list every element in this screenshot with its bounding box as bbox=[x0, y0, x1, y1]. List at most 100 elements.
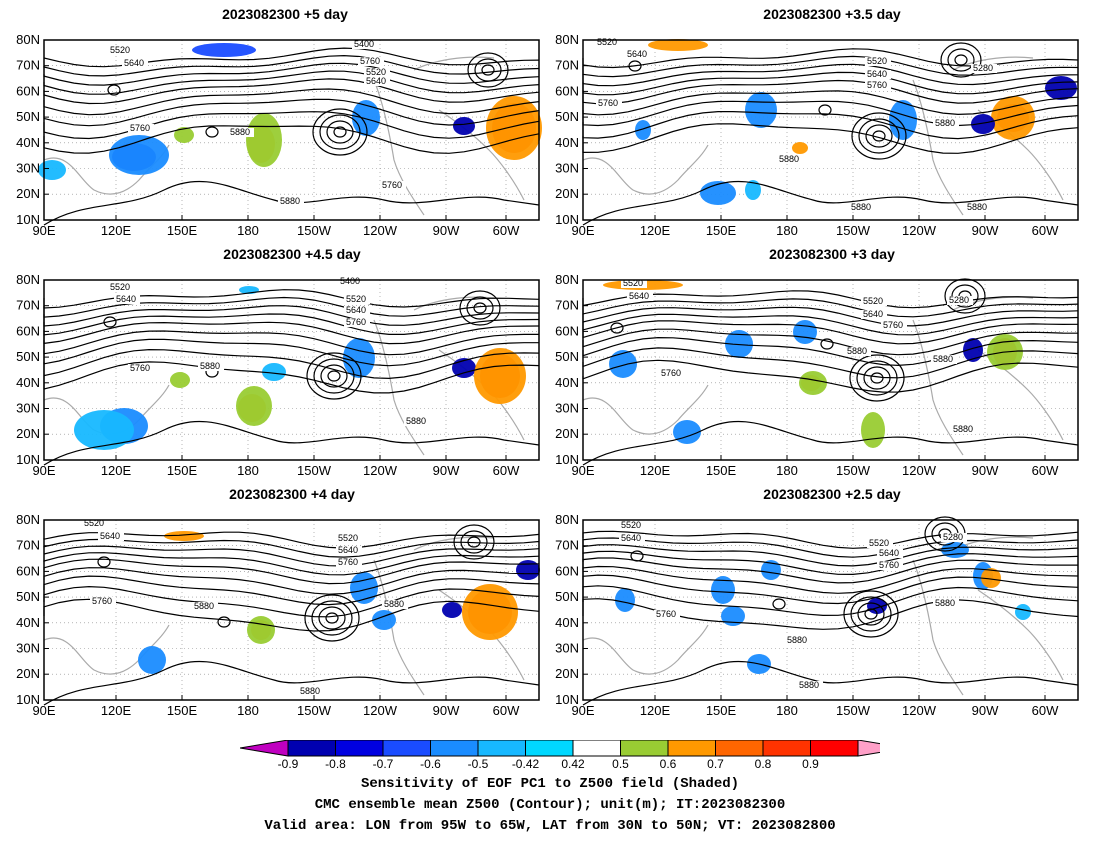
panel-title-1: 2023082300 +5 day bbox=[222, 6, 348, 22]
z500-contour bbox=[43, 330, 539, 356]
lat-tick-label: 20N bbox=[16, 186, 40, 201]
lon-tick-label: 90W bbox=[433, 463, 460, 478]
lon-tick-label: 150E bbox=[706, 703, 737, 718]
z500-contour bbox=[582, 71, 1079, 96]
z500-contour bbox=[582, 565, 1079, 594]
lat-tick-label: 40N bbox=[16, 615, 40, 630]
sensitivity-patch bbox=[792, 142, 808, 154]
colorbar-tick-label: -0.5 bbox=[467, 757, 489, 771]
lat-tick-label: 20N bbox=[555, 426, 579, 441]
z500-contour bbox=[582, 544, 1079, 567]
sensitivity-patch bbox=[711, 576, 735, 604]
contour-label: 5280 bbox=[943, 532, 963, 542]
lon-tick-label: 180 bbox=[237, 463, 259, 478]
contour-label: 5880 bbox=[935, 118, 955, 128]
z500-contour bbox=[857, 602, 885, 626]
colorbar-box bbox=[525, 740, 574, 757]
contour-label: 5760 bbox=[879, 560, 899, 570]
sensitivity-patch bbox=[609, 350, 637, 378]
z500-contour bbox=[326, 120, 354, 144]
z500-contour bbox=[843, 590, 899, 638]
lat-tick-label: 30N bbox=[555, 161, 579, 176]
sensitivity-patch bbox=[867, 598, 887, 614]
z500-contour bbox=[217, 616, 231, 628]
z500-contour bbox=[205, 126, 219, 138]
lat-tick-label: 60N bbox=[555, 563, 579, 578]
z500-contour bbox=[311, 600, 353, 636]
sensitivity-patch bbox=[372, 610, 396, 630]
z500-contour bbox=[306, 352, 362, 400]
z500-contour bbox=[319, 114, 361, 150]
colorbar-tick-label: -0.6 bbox=[420, 757, 441, 771]
colorbar-tick-label: -0.8 bbox=[325, 757, 346, 771]
z500-contour bbox=[333, 126, 347, 138]
z500-contour bbox=[43, 296, 540, 318]
colorbar bbox=[240, 740, 880, 757]
contour-label: 5520 bbox=[867, 56, 887, 66]
sensitivity-patch bbox=[745, 92, 777, 128]
lon-tick-label: 90E bbox=[32, 463, 55, 478]
lat-tick-label: 30N bbox=[16, 641, 40, 656]
contour-label: 5520 bbox=[366, 67, 386, 77]
z500-contour bbox=[43, 361, 540, 394]
lon-tick-label: 150W bbox=[297, 463, 332, 478]
z500-contour bbox=[467, 536, 481, 548]
sensitivity-patch bbox=[350, 572, 378, 604]
sensitivity-patch bbox=[889, 100, 917, 140]
z500-contour bbox=[43, 338, 539, 367]
z500-contour bbox=[582, 550, 1079, 576]
z500-contour bbox=[582, 557, 1078, 584]
contour-label: 5520 bbox=[84, 518, 104, 528]
contour-label: 5520 bbox=[863, 296, 883, 306]
colorbar-tick-label: 0.42 bbox=[561, 757, 585, 771]
z500-contour bbox=[327, 370, 341, 382]
lon-tick-label: 150E bbox=[167, 223, 198, 238]
z500-contour bbox=[582, 63, 1079, 87]
contour-label: 5520 bbox=[110, 45, 130, 55]
panel-title-5: 2023082300 +4 day bbox=[229, 486, 355, 502]
sensitivity-patch bbox=[452, 358, 476, 378]
lon-tick-label: 60W bbox=[493, 703, 520, 718]
sensitivity-patch bbox=[138, 646, 166, 674]
lon-tick-label: 120W bbox=[363, 223, 398, 238]
z500-contour bbox=[820, 338, 834, 350]
z500-contour bbox=[582, 537, 1079, 558]
lat-tick-label: 30N bbox=[16, 401, 40, 416]
sensitivity-patch bbox=[615, 588, 635, 612]
contour-label: 5880 bbox=[300, 686, 320, 696]
contour-label: 5520 bbox=[623, 278, 643, 288]
lon-tick-label: 120E bbox=[101, 463, 132, 478]
z500-contour bbox=[947, 48, 975, 72]
z500-contour bbox=[772, 598, 786, 610]
lon-tick-label: 180 bbox=[776, 703, 798, 718]
lat-tick-label: 20N bbox=[16, 666, 40, 681]
lat-tick-label: 10N bbox=[555, 692, 579, 707]
contour-label: 5640 bbox=[867, 69, 887, 79]
lon-tick-label: 120E bbox=[640, 223, 671, 238]
lat-tick-label: 70N bbox=[16, 298, 40, 313]
sensitivity-patch bbox=[474, 348, 526, 404]
z500-contour bbox=[582, 100, 1079, 127]
lon-tick-label: 180 bbox=[776, 463, 798, 478]
z500-contour bbox=[481, 64, 495, 76]
lat-tick-label: 80N bbox=[555, 272, 579, 287]
lat-tick-label: 10N bbox=[16, 692, 40, 707]
z500-contour bbox=[43, 88, 540, 116]
colorbar-tick-label: 0.8 bbox=[754, 757, 772, 771]
sensitivity-patch bbox=[442, 602, 462, 618]
sensitivity-patch bbox=[963, 338, 983, 362]
contour-label: 5640 bbox=[621, 533, 641, 543]
caption-line-2: CMC ensemble mean Z500 (Contour); unit(m… bbox=[314, 797, 786, 813]
lat-tick-label: 80N bbox=[16, 32, 40, 47]
contour-label: 5760 bbox=[130, 123, 150, 133]
lat-tick-label: 50N bbox=[555, 589, 579, 604]
contour-label: 5880 bbox=[967, 202, 987, 212]
z500-contour bbox=[43, 305, 540, 327]
z500-contour bbox=[43, 585, 540, 618]
lon-tick-label: 150W bbox=[297, 703, 332, 718]
sensitivity-patch bbox=[109, 135, 169, 175]
lat-tick-label: 50N bbox=[555, 109, 579, 124]
contour-label: 5640 bbox=[346, 305, 366, 315]
